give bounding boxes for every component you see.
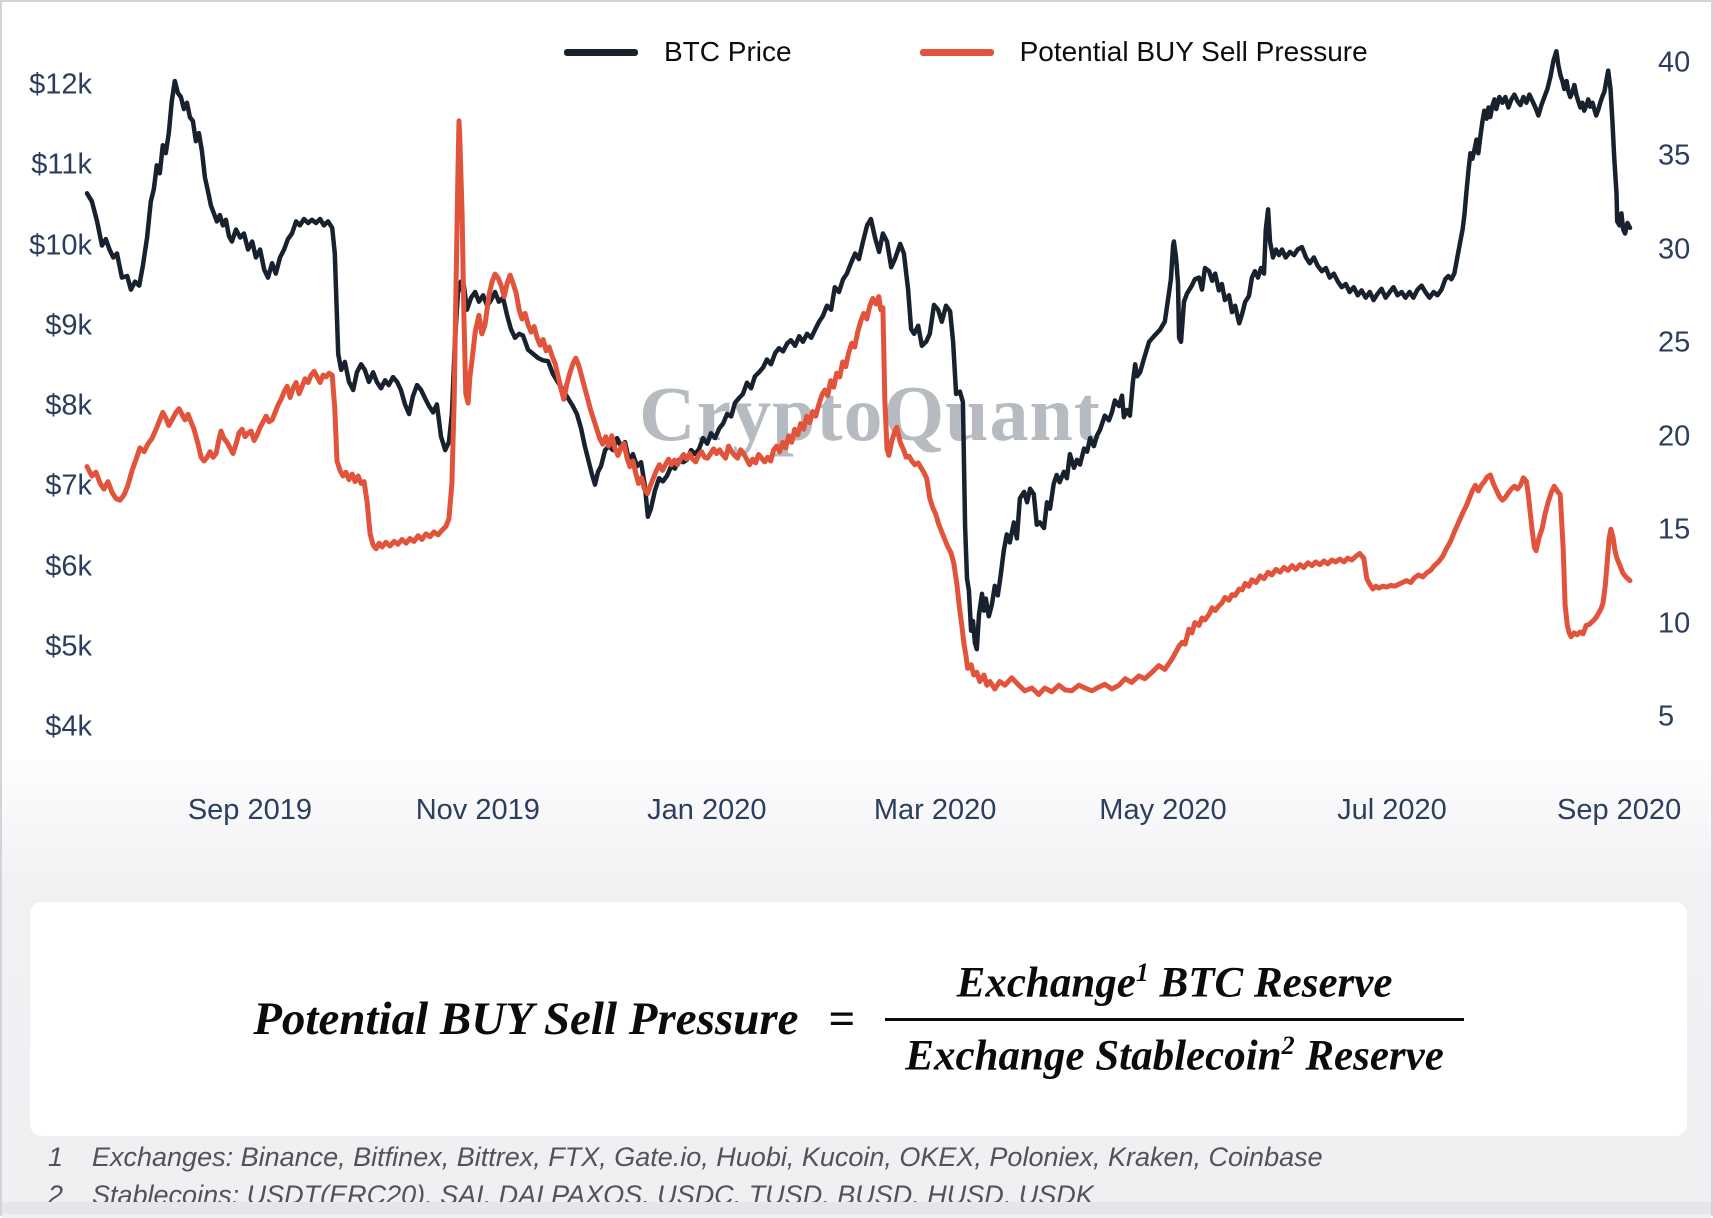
right-tick-15: 15 (1658, 513, 1691, 546)
bottom-strip (2, 1202, 1711, 1214)
x-tick-Mar-2020: Mar 2020 (873, 794, 997, 826)
formula-panel: Potential BUY Sell Pressure = Exchange1 … (30, 902, 1687, 1136)
legend-label-pressure: Potential BUY Sell Pressure (1019, 36, 1368, 67)
formula-fraction: Exchange1 BTC Reserve Exchange Stablecoi… (885, 958, 1464, 1080)
left-tick-$11k: $11k (31, 148, 92, 181)
left-tick-$5k: $5k (45, 630, 92, 663)
left-tick-$10k: $10k (29, 229, 92, 261)
left-tick-$12k: $12k (29, 68, 92, 101)
numerator-text: Exchange (956, 959, 1136, 1007)
numerator-superscript: 1 (1135, 958, 1149, 988)
numerator-text-2: BTC Reserve (1148, 959, 1393, 1007)
right-tick-20: 20 (1658, 420, 1691, 453)
formula-denominator: Exchange Stablecoin2 Reserve (885, 1017, 1464, 1080)
right-tick-25: 25 (1658, 326, 1691, 359)
chart-legend: BTC Price Potential BUY Sell Pressure (564, 36, 1368, 68)
chart-area: CryptoQuant BTC Price Potential BUY Sell… (2, 2, 1713, 772)
left-tick-$9k: $9k (45, 309, 92, 342)
formula-equals-sign: = (828, 993, 856, 1045)
x-tick-Jan-2020: Jan 2020 (647, 794, 767, 826)
formula-numerator: Exchange1 BTC Reserve (937, 958, 1413, 1017)
pressure-line-swatch (919, 48, 994, 56)
x-tick-Nov-2019: Nov 2019 (415, 794, 540, 826)
denominator-text-2: Reserve (1294, 1031, 1444, 1079)
footnotes: 1 Exchanges: Binance, Bitfinex, Bittrex,… (48, 1142, 1323, 1211)
left-tick-$4k: $4k (45, 710, 92, 743)
legend-item-btc-price: BTC Price (564, 36, 792, 68)
left-tick-$7k: $7k (45, 469, 92, 502)
pressure-formula: Potential BUY Sell Pressure = Exchange1 … (253, 958, 1464, 1080)
cryptoquant-watermark: CryptoQuant (639, 370, 1101, 457)
right-tick-5: 5 (1658, 700, 1675, 733)
x-tick-May-2020: May 2020 (1099, 794, 1227, 826)
left-tick-$8k: $8k (45, 389, 92, 422)
right-tick-30: 30 (1658, 233, 1691, 266)
footnote-1-number: 1 (48, 1142, 64, 1172)
formula-lhs: Potential BUY Sell Pressure (253, 993, 799, 1045)
left-tick-$6k: $6k (45, 550, 92, 582)
legend-label-btc-price: BTC Price (664, 36, 792, 67)
legend-item-pressure: Potential BUY Sell Pressure (919, 36, 1368, 68)
footnote-exchanges: 1 Exchanges: Binance, Bitfinex, Bittrex,… (48, 1142, 1323, 1173)
btc-price-line (84, 49, 1633, 652)
x-tick-Sep-2020: Sep 2020 (1557, 794, 1682, 826)
x-tick-Sep-2019: Sep 2019 (187, 794, 313, 826)
right-tick-10: 10 (1658, 607, 1691, 640)
denominator-text: Exchange Stablecoin (905, 1031, 1282, 1079)
right-tick-35: 35 (1658, 139, 1691, 172)
footnote-1-text: Exchanges: Binance, Bitfinex, Bittrex, F… (92, 1142, 1323, 1172)
right-tick-40: 40 (1658, 46, 1691, 79)
pressure-line (84, 118, 1633, 698)
x-tick-Jul-2020: Jul 2020 (1337, 794, 1447, 826)
denominator-superscript: 2 (1281, 1030, 1295, 1060)
chart-lines (84, 49, 1633, 698)
btc-price-line-swatch (564, 48, 638, 56)
